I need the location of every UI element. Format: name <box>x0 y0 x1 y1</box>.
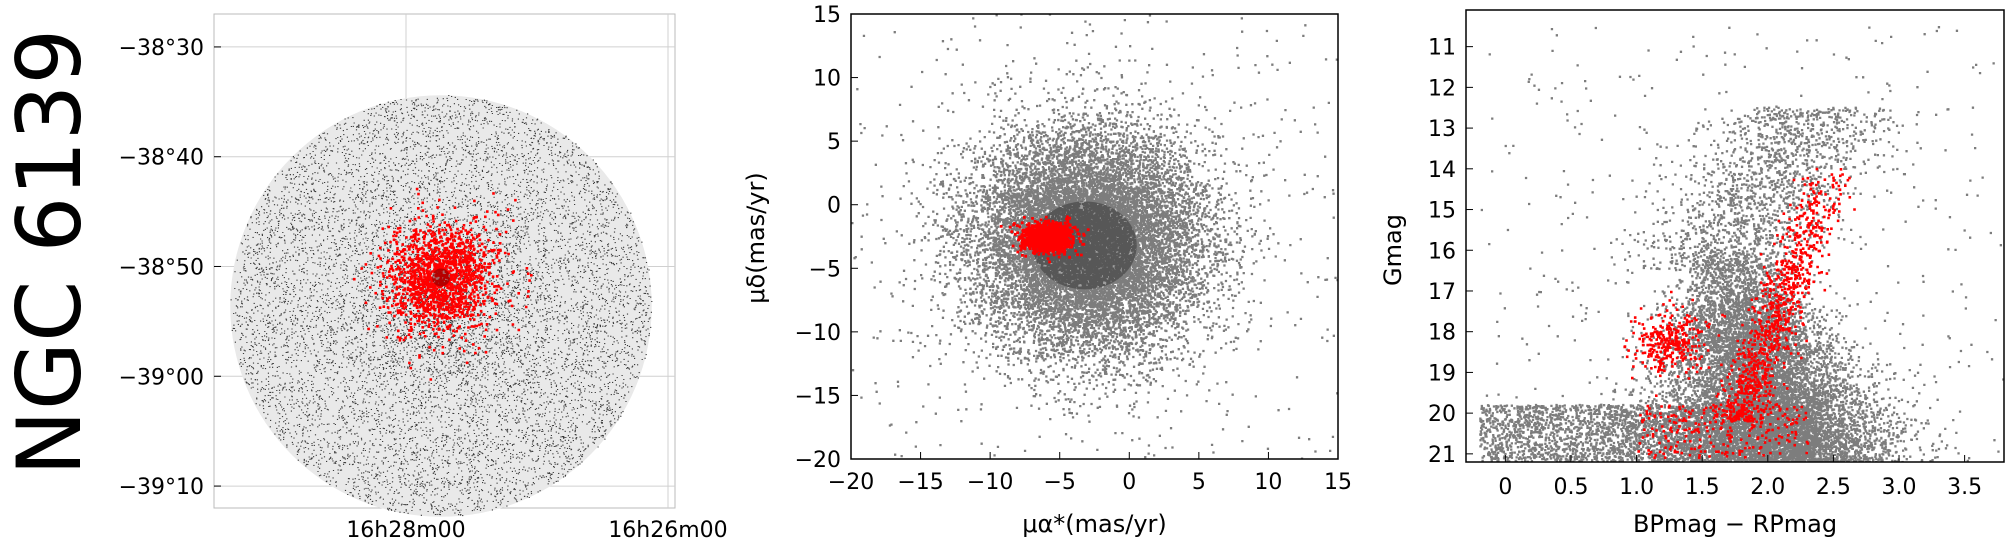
pm-x-tick-label: −15 <box>897 470 943 495</box>
sky-y-tick-label: −39°10 <box>119 475 204 500</box>
pm-x-tick-label: −20 <box>828 470 874 495</box>
pm-y-tick-label: 10 <box>813 67 841 92</box>
cmd-points <box>1479 26 2004 462</box>
pm-y-tick-label: −20 <box>795 448 841 473</box>
sky-x-tick-label: 16h26m00 <box>608 518 727 540</box>
cmd-x-tick-label: 2.0 <box>1750 475 1785 500</box>
cmd-x-tick-label: 1.5 <box>1685 475 1720 500</box>
pm-x-tick-label: −5 <box>1043 470 1075 495</box>
cmd-x-tick-label: 1.0 <box>1619 475 1654 500</box>
cmd-cluster-members <box>1623 167 1856 460</box>
cmd-y-tick-label: 15 <box>1428 199 1456 224</box>
cmd-x-tick-label: 0.5 <box>1553 475 1588 500</box>
pm-x-tick-label: 10 <box>1254 470 1282 495</box>
cmd-y-tick-label: 18 <box>1428 321 1456 346</box>
cmd-x-axis-label: BPmag − RPmag <box>1633 510 1837 538</box>
pm-x-tick-label: −10 <box>967 470 1013 495</box>
cmd-y-axis-label: Gmag <box>1379 214 1407 286</box>
sky-y-tick-label: −38°40 <box>119 146 204 171</box>
pm-y-tick-label: 15 <box>813 3 841 28</box>
pm-x-tick-label: 5 <box>1192 470 1206 495</box>
pm-cluster-members <box>999 215 1090 264</box>
cmd-x-tick-label: 3.0 <box>1882 475 1917 500</box>
cmd-y-tick-label: 13 <box>1428 117 1456 142</box>
sky-y-tick-label: −38°50 <box>119 255 204 280</box>
cmd-y-tick-label: 21 <box>1428 443 1456 468</box>
pm-y-tick-label: −5 <box>809 257 841 282</box>
cmd-plot-frame <box>1465 9 2005 463</box>
sky-cluster-core <box>432 268 450 287</box>
cmd-y-tick-label: 11 <box>1428 36 1456 61</box>
pm-points <box>851 14 1338 459</box>
pm-y-tick-label: −15 <box>795 384 841 409</box>
cmd-y-tick-label: 20 <box>1428 402 1456 427</box>
cmd-y-tick-label: 14 <box>1428 158 1456 183</box>
pm-x-tick-label: 15 <box>1324 470 1352 495</box>
sky-cluster-members <box>353 187 533 381</box>
cmd-y-tick-label: 17 <box>1428 280 1456 305</box>
pm-y-tick-label: 0 <box>827 194 841 219</box>
sky-y-tick-label: −39°00 <box>119 365 204 390</box>
pm-plot-frame <box>850 13 1339 460</box>
pm-x-axis-label: μα*(mas/yr) <box>1022 510 1167 538</box>
sky-y-tick-label: −38°30 <box>119 36 204 61</box>
pm-y-axis-label: μδ(mas/yr) <box>742 172 770 303</box>
cmd-x-tick-label: 0 <box>1498 475 1512 500</box>
cmd-y-tick-label: 16 <box>1428 239 1456 264</box>
pm-y-tick-label: 5 <box>827 130 841 155</box>
cmd-x-tick-label: 2.5 <box>1816 475 1851 500</box>
cmd-y-tick-label: 19 <box>1428 361 1456 386</box>
pm-x-tick-label: 0 <box>1122 470 1136 495</box>
pm-y-tick-label: −10 <box>795 321 841 346</box>
cmd-x-tick-label: 3.5 <box>1947 475 1982 500</box>
cmd-y-tick-label: 12 <box>1428 76 1456 101</box>
sky-x-tick-label: 16h28m00 <box>346 518 465 540</box>
